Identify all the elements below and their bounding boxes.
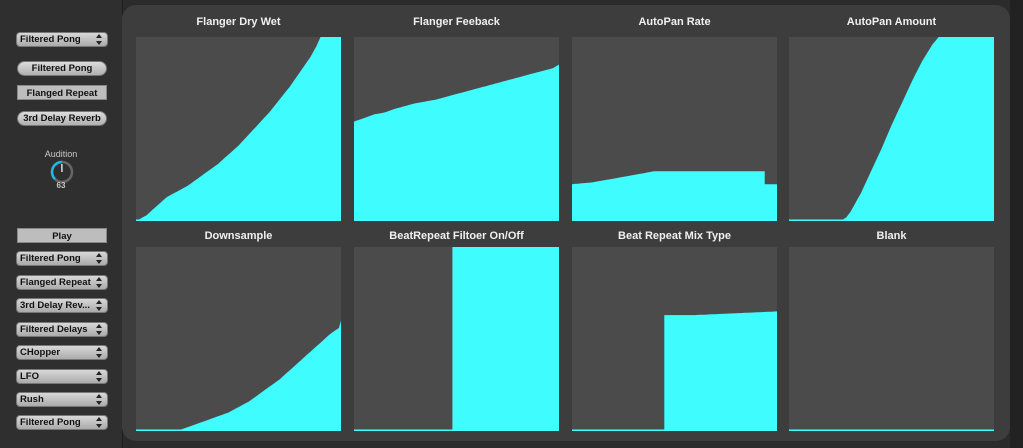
graph-fill (572, 171, 777, 221)
graph-svg (136, 37, 341, 221)
slot-select-label: CHopper (20, 347, 61, 358)
graph-fill (136, 320, 341, 431)
graph-svg (354, 64, 559, 221)
stepper-arrows-icon (96, 300, 103, 311)
play-button[interactable]: Play (17, 228, 107, 243)
stepper-arrows-icon (96, 371, 103, 382)
filtered-pong-button[interactable]: Filtered Pong (17, 61, 107, 76)
flanged-repeat-button[interactable]: Flanged Repeat (17, 85, 107, 100)
graph-svg (572, 171, 777, 221)
slot-select[interactable]: CHopper (16, 345, 108, 360)
graph-fill (354, 247, 559, 431)
graph-svg (354, 247, 559, 431)
graph-title: BeatRepeat Filtoer On/Off (389, 230, 524, 242)
graph-title: Blank (876, 230, 907, 242)
graph-svg (136, 320, 341, 431)
graph-area[interactable] (136, 37, 341, 221)
stepper-arrows-icon (96, 347, 103, 358)
graph-svg (572, 311, 777, 431)
graph-area[interactable] (572, 37, 777, 221)
preset-select[interactable]: Filtered Pong (16, 32, 108, 47)
third-delay-reverb-button[interactable]: 3rd Delay Reverb (17, 111, 107, 126)
stepper-arrows-icon (96, 417, 103, 428)
graph-baseline (572, 219, 777, 221)
slot-select-label: Filtered Delays (20, 324, 88, 335)
slot-select[interactable]: Rush (16, 392, 108, 407)
graph-fill (789, 37, 994, 221)
window-edge (1010, 0, 1023, 448)
graph-svg (789, 429, 994, 431)
graph-area[interactable] (572, 247, 777, 431)
graph-baseline (354, 219, 559, 221)
slot-select-label: Rush (20, 394, 44, 405)
graph-area[interactable] (354, 37, 559, 221)
graph-area[interactable] (789, 247, 994, 431)
stepper-arrows-icon (96, 277, 103, 288)
audition-knob[interactable] (49, 159, 75, 185)
stepper-arrows-icon (96, 34, 103, 45)
audition-label: Audition (44, 149, 78, 159)
graph-fill (354, 64, 559, 221)
stepper-arrows-icon (96, 324, 103, 335)
slot-select[interactable]: Flanged Repeat (16, 275, 108, 290)
graph-area[interactable] (354, 247, 559, 431)
slot-select[interactable]: Filtered Delays (16, 322, 108, 337)
graph-baseline (789, 219, 994, 221)
slot-select[interactable]: 3rd Delay Rev... (16, 298, 108, 313)
slot-select-label: Filtered Pong (20, 417, 81, 428)
graph-area[interactable] (789, 37, 994, 221)
graph-fill (572, 311, 777, 431)
slot-select-label: LFO (20, 371, 39, 382)
graph-title: Beat Repeat Mix Type (618, 230, 731, 242)
slot-select-label: Flanged Repeat (20, 277, 91, 288)
graph-title: Flanger Dry Wet (196, 16, 281, 28)
graph-svg (789, 37, 994, 221)
graph-baseline (789, 429, 994, 431)
slot-select[interactable]: Filtered Pong (16, 251, 108, 266)
slot-select-label: 3rd Delay Rev... (20, 300, 91, 311)
graph-baseline (136, 429, 341, 431)
sidebar: Filtered Pong Filtered Pong Flanged Repe… (0, 0, 123, 448)
graph-title: AutoPan Amount (846, 16, 937, 28)
graph-baseline (572, 429, 777, 431)
graph-baseline (354, 429, 559, 431)
slot-select[interactable]: Filtered Pong (16, 415, 108, 430)
slot-select[interactable]: LFO (16, 369, 108, 384)
stepper-arrows-icon (96, 253, 103, 264)
graph-fill (136, 37, 341, 221)
stepper-arrows-icon (96, 394, 103, 405)
graph-title: Flanger Feeback (413, 16, 500, 28)
graph-panel: Flanger Dry Wet Flanger Feeback AutoPan Ra… (122, 5, 1010, 441)
graph-baseline (136, 219, 341, 221)
graph-title: Downsample (204, 230, 273, 242)
graph-area[interactable] (136, 247, 341, 431)
audition-value: 63 (56, 181, 66, 190)
graph-title: AutoPan Rate (638, 16, 711, 28)
preset-select-label: Filtered Pong (20, 34, 81, 45)
slot-select-label: Filtered Pong (20, 253, 81, 264)
